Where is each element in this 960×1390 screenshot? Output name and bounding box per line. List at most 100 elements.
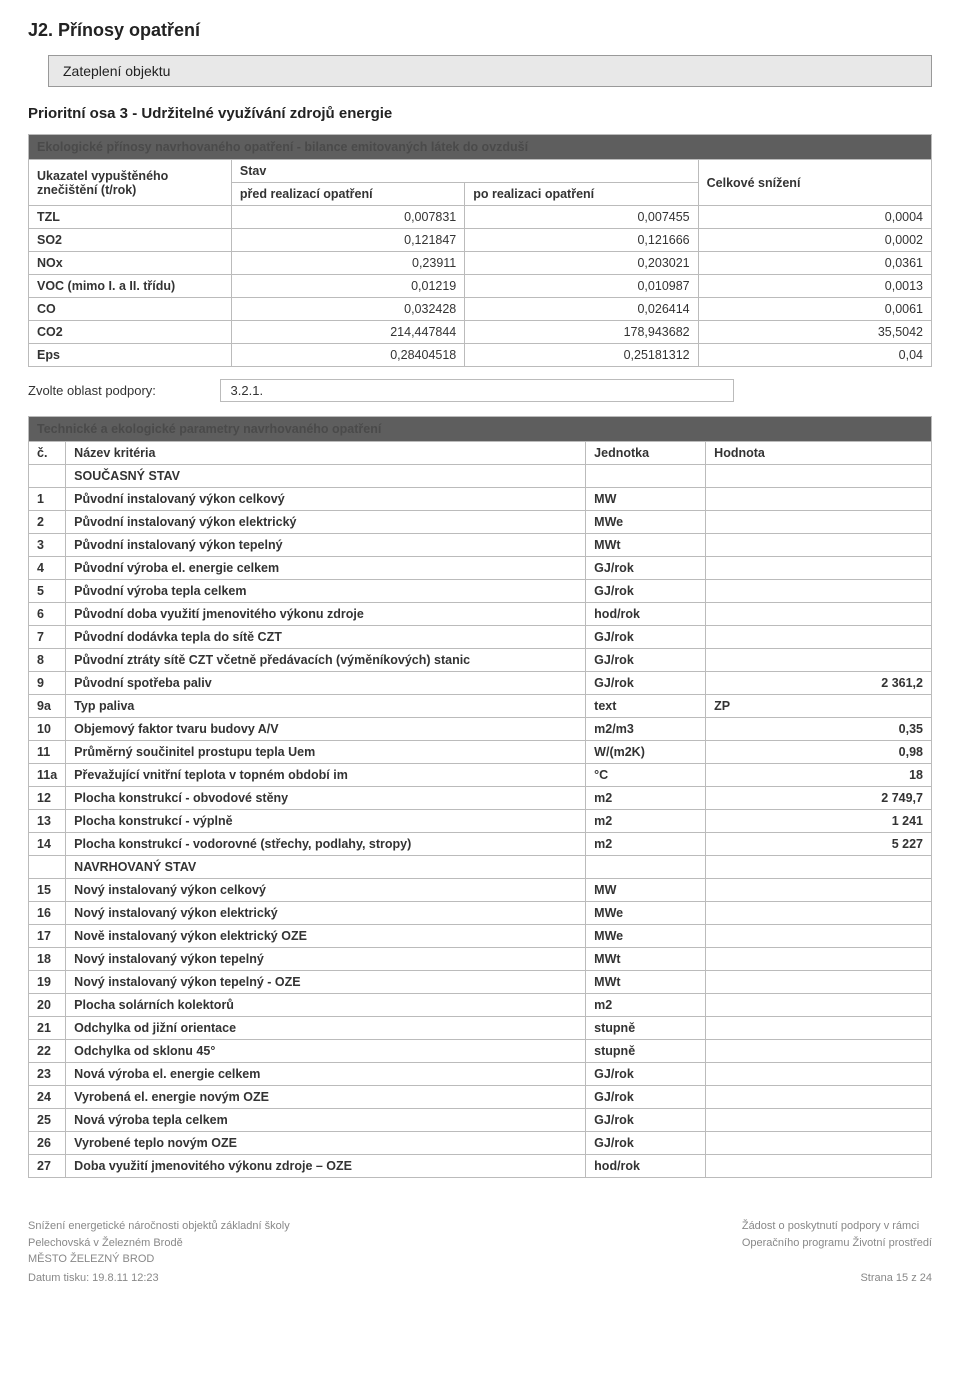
param-name: Původní instalovaný výkon celkový [66,488,586,511]
emission-label: SO2 [29,229,232,252]
emission-label: CO2 [29,321,232,344]
param-value [706,879,932,902]
table-row: 14Plocha konstrukcí - vodorovné (střechy… [29,833,932,856]
param-unit: MWe [586,511,706,534]
table-row: 27Doba využití jmenovitého výkonu zdroje… [29,1155,932,1178]
param-name: Plocha konstrukcí - obvodové stěny [66,787,586,810]
table-row: 19Nový instalovaný výkon tepelný - OZEMW… [29,971,932,994]
table-row: 23Nová výroba el. energie celkemGJ/rok [29,1063,932,1086]
table-row: 15Nový instalovaný výkon celkovýMW [29,879,932,902]
param-value: 0,35 [706,718,932,741]
param-value: 5 227 [706,833,932,856]
param-num: 6 [29,603,66,626]
table-row: 2Původní instalovaný výkon elektrickýMWe [29,511,932,534]
param-unit: m2 [586,994,706,1017]
emission-post: 178,943682 [465,321,698,344]
param-unit: GJ/rok [586,1132,706,1155]
param-unit: W/(m2K) [586,741,706,764]
param-num: 4 [29,557,66,580]
table-row: CO0,0324280,0264140,0061 [29,298,932,321]
param-unit: °C [586,764,706,787]
param-num: 8 [29,649,66,672]
param-value: 0,98 [706,741,932,764]
param-value: 2 361,2 [706,672,932,695]
param-unit: MW [586,879,706,902]
param-name: Vyrobené teplo novým OZE [66,1132,586,1155]
table-row: 12Plocha konstrukcí - obvodové stěnym22 … [29,787,932,810]
param-name: Objemový faktor tvaru budovy A/V [66,718,586,741]
param-num: 18 [29,948,66,971]
emission-reduction: 0,0361 [698,252,931,275]
table-row: 17Nově instalovaný výkon elektrický OZEM… [29,925,932,948]
param-num: 27 [29,1155,66,1178]
section-title: J2. Přínosy opatření [28,20,932,41]
param-unit: hod/rok [586,1155,706,1178]
param-value [706,534,932,557]
param-value [706,511,932,534]
param-num: 9a [29,695,66,718]
param-num: 17 [29,925,66,948]
emission-pre: 214,447844 [231,321,464,344]
param-value [706,902,932,925]
param-unit: GJ/rok [586,1086,706,1109]
page-footer: Snížení energetické náročnosti objektů z… [28,1218,932,1268]
hdr-post: po realizaci opatření [465,183,698,206]
param-value [706,925,932,948]
param-name: Vyrobená el. energie novým OZE [66,1086,586,1109]
param-num: 24 [29,1086,66,1109]
param-num: 26 [29,1132,66,1155]
table-row: 9aTyp palivatextZP [29,695,932,718]
section-current: SOUČASNÝ STAV [66,465,586,488]
emission-post: 0,010987 [465,275,698,298]
param-name: Nový instalovaný výkon elektrický [66,902,586,925]
param-unit: GJ/rok [586,580,706,603]
param-unit: m2 [586,810,706,833]
param-name: Odchylka od sklonu 45° [66,1040,586,1063]
table-row: 11Průměrný součinitel prostupu tepla Uem… [29,741,932,764]
emission-reduction: 0,04 [698,344,931,367]
param-name: Nová výroba tepla celkem [66,1109,586,1132]
page-number: Strana 15 z 24 [860,1272,932,1284]
param-value [706,1086,932,1109]
param-value [706,1040,932,1063]
param-num: 19 [29,971,66,994]
param-num: 13 [29,810,66,833]
emissions-table: Ekologické přínosy navrhovaného opatření… [28,134,932,367]
emission-label: VOC (mimo I. a II. třídu) [29,275,232,298]
param-name: Plocha konstrukcí - výplně [66,810,586,833]
param-value: 1 241 [706,810,932,833]
hdr-stav: Stav [231,160,698,183]
param-value [706,603,932,626]
param-value [706,557,932,580]
param-num: 20 [29,994,66,1017]
param-unit: hod/rok [586,603,706,626]
param-value [706,1132,932,1155]
param-name: Odchylka od jižní orientace [66,1017,586,1040]
hdr-pre: před realizací opatření [231,183,464,206]
table-row: 25Nová výroba tepla celkemGJ/rok [29,1109,932,1132]
print-date: Datum tisku: 19.8.11 12:23 [28,1272,159,1284]
param-unit: MWt [586,971,706,994]
param-value: 2 749,7 [706,787,932,810]
param-name: Původní výroba tepla celkem [66,580,586,603]
param-unit: MWt [586,534,706,557]
param-name: Původní ztráty sítě CZT včetně předávací… [66,649,586,672]
hdr-reduction: Celkové snížení [698,160,931,206]
parameters-table: Technické a ekologické parametry navrhov… [28,416,932,1178]
support-value: 3.2.1. [220,379,734,402]
page-footer-row2: Datum tisku: 19.8.11 12:23 Strana 15 z 2… [28,1272,932,1284]
table-row: 20Plocha solárních kolektorům2 [29,994,932,1017]
param-name: Nový instalovaný výkon tepelný - OZE [66,971,586,994]
param-num: 14 [29,833,66,856]
table-row: 18Nový instalovaný výkon tepelnýMWt [29,948,932,971]
param-num: 16 [29,902,66,925]
param-value [706,1017,932,1040]
param-num: 23 [29,1063,66,1086]
param-name: Nový instalovaný výkon celkový [66,879,586,902]
param-name: Nový instalovaný výkon tepelný [66,948,586,971]
footer-left3: MĚSTO ŽELEZNÝ BROD [28,1251,290,1268]
emission-label: CO [29,298,232,321]
emission-reduction: 0,0002 [698,229,931,252]
hdr-unit: Jednotka [586,442,706,465]
emission-label: NOx [29,252,232,275]
